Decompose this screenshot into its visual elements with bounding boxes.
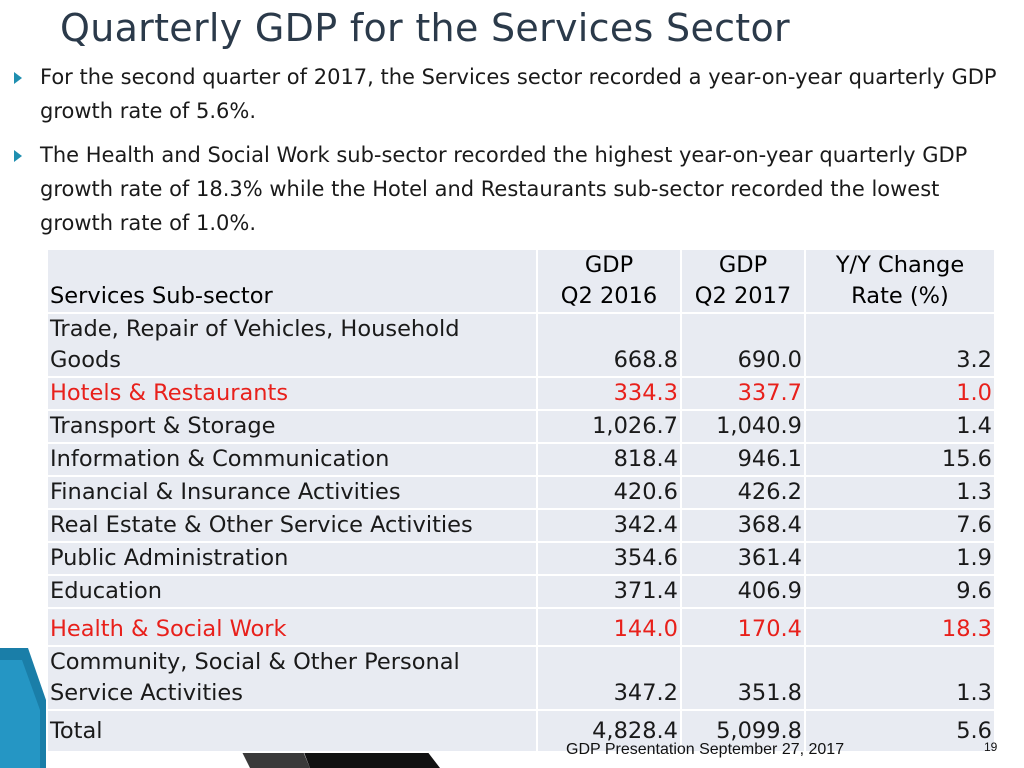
row-change: 15.6 <box>804 442 996 477</box>
slide-footer: GDP Presentation September 27, 2017 <box>566 741 845 758</box>
total-label: Total <box>46 709 538 753</box>
row-gdp-2016: 818.4 <box>536 442 682 477</box>
total-gdp-2017: 5,099.8 <box>680 709 806 753</box>
row-change: 18.3 <box>804 607 996 647</box>
row-gdp-2017: 337.7 <box>680 376 806 411</box>
row-change: 1.3 <box>804 475 996 510</box>
table-row: Community, Social & Other Personal Servi… <box>46 645 996 711</box>
row-gdp-2017: 361.4 <box>680 541 806 576</box>
row-gdp-2017: 368.4 <box>680 508 806 543</box>
header-change-line1: Y/Y Change <box>835 252 965 278</box>
row-gdp-2016: 354.6 <box>536 541 682 576</box>
row-gdp-2017: 406.9 <box>680 574 806 609</box>
table-row: Transport & Storage 1,026.7 1,040.9 1.4 <box>46 409 996 444</box>
row-sector: Trade, Repair of Vehicles, Household Goo… <box>46 312 538 378</box>
header-sector-label: Services Sub-sector <box>50 283 273 309</box>
triangle-bullet-icon <box>14 150 22 162</box>
header-gdp-2017-line1: GDP <box>718 252 768 278</box>
bullet-text: The Health and Social Work sub-sector re… <box>40 143 968 235</box>
row-gdp-2017: 426.2 <box>680 475 806 510</box>
row-change: 7.6 <box>804 508 996 543</box>
row-gdp-2017: 351.8 <box>680 645 806 711</box>
row-gdp-2016: 371.4 <box>536 574 682 609</box>
gdp-table: Services Sub-sector GDP Q2 2016 GDP Q2 2… <box>46 248 996 753</box>
table-total-row: Total 4,828.4 5,099.8 5.6 <box>46 709 996 753</box>
page-number: 19 <box>984 740 998 754</box>
row-gdp-2016: 668.8 <box>536 312 682 378</box>
row-change: 1.3 <box>804 645 996 711</box>
header-sector: Services Sub-sector <box>46 248 538 314</box>
row-sector: Education <box>46 574 538 609</box>
row-change: 3.2 <box>804 312 996 378</box>
header-gdp-2017: GDP Q2 2017 <box>680 248 806 314</box>
header-gdp-2016-line2: Q2 2016 <box>560 283 658 309</box>
row-gdp-2016: 144.0 <box>536 607 682 647</box>
bullet-item: For the second quarter of 2017, the Serv… <box>12 60 1012 128</box>
header-gdp-2016: GDP Q2 2016 <box>536 248 682 314</box>
row-sector: Public Administration <box>46 541 538 576</box>
bullet-list: For the second quarter of 2017, the Serv… <box>12 60 1012 240</box>
row-gdp-2017: 1,040.9 <box>680 409 806 444</box>
row-change: 1.9 <box>804 541 996 576</box>
header-gdp-2017-line2: Q2 2017 <box>694 283 792 309</box>
row-gdp-2017: 946.1 <box>680 442 806 477</box>
total-gdp-2016: 4,828.4 <box>536 709 682 753</box>
row-change: 1.0 <box>804 376 996 411</box>
table-row: Education 371.4 406.9 9.6 <box>46 574 996 609</box>
row-sector: Information & Communication <box>46 442 538 477</box>
bullet-item: The Health and Social Work sub-sector re… <box>12 138 1012 240</box>
row-sector: Hotels & Restaurants <box>46 376 538 411</box>
row-sector: Transport & Storage <box>46 409 538 444</box>
row-sector: Financial & Insurance Activities <box>46 475 538 510</box>
row-gdp-2016: 347.2 <box>536 645 682 711</box>
row-sector: Health & Social Work <box>46 607 538 647</box>
triangle-bullet-icon <box>14 72 22 84</box>
total-change: 5.6 <box>804 709 996 753</box>
table-row: Trade, Repair of Vehicles, Household Goo… <box>46 312 996 378</box>
table-row-highlighted: Health & Social Work 144.0 170.4 18.3 <box>46 607 996 647</box>
table-row: Information & Communication 818.4 946.1 … <box>46 442 996 477</box>
table-row: Financial & Insurance Activities 420.6 4… <box>46 475 996 510</box>
row-gdp-2017: 690.0 <box>680 312 806 378</box>
header-change-rate: Y/Y Change Rate (%) <box>804 248 996 314</box>
row-gdp-2016: 1,026.7 <box>536 409 682 444</box>
bullet-text: For the second quarter of 2017, the Serv… <box>40 65 997 123</box>
header-change-line2: Rate (%) <box>851 283 949 309</box>
row-change: 9.6 <box>804 574 996 609</box>
row-sector: Real Estate & Other Service Activities <box>46 508 538 543</box>
header-gdp-2016-line1: GDP <box>584 252 634 278</box>
table-row: Real Estate & Other Service Activities 3… <box>46 508 996 543</box>
row-gdp-2016: 342.4 <box>536 508 682 543</box>
slide-title: Quarterly GDP for the Services Sector <box>60 6 790 50</box>
table-header-row: Services Sub-sector GDP Q2 2016 GDP Q2 2… <box>46 248 996 314</box>
row-sector: Community, Social & Other Personal Servi… <box>46 645 538 711</box>
row-gdp-2017: 170.4 <box>680 607 806 647</box>
row-gdp-2016: 420.6 <box>536 475 682 510</box>
table-row-highlighted: Hotels & Restaurants 334.3 337.7 1.0 <box>46 376 996 411</box>
table-row: Public Administration 354.6 361.4 1.9 <box>46 541 996 576</box>
row-change: 1.4 <box>804 409 996 444</box>
row-gdp-2016: 334.3 <box>536 376 682 411</box>
